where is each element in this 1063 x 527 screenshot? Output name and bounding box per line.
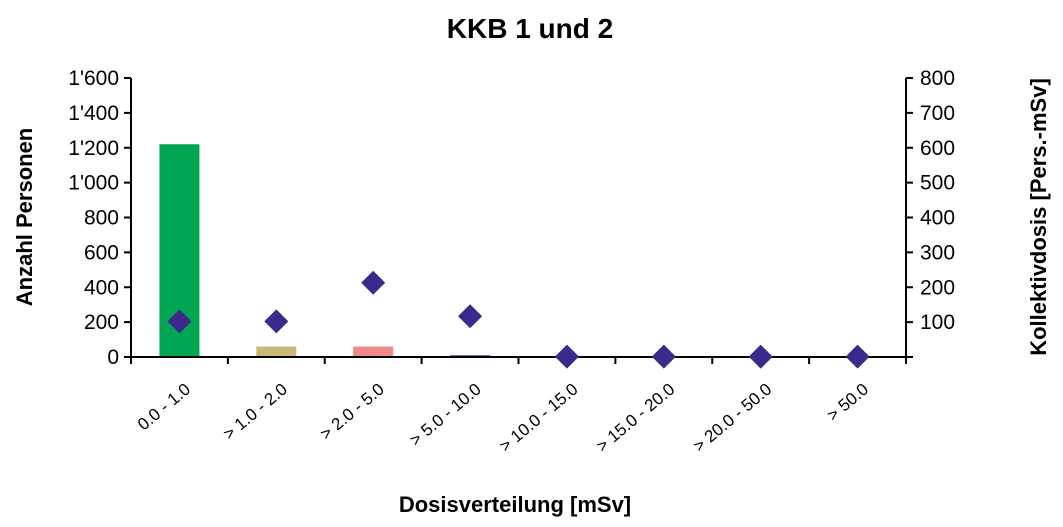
y2-tick-label: 100 — [920, 311, 955, 334]
y2-tick-label: 200 — [920, 276, 955, 299]
y-tick-label: 1'200 — [68, 137, 119, 160]
y-tick-label: 800 — [84, 207, 119, 230]
y-tick-label: 600 — [84, 241, 119, 264]
scatter-point — [748, 344, 773, 369]
x-tick-label: > 15.0 - 20.0 — [593, 380, 679, 456]
y2-tick-label: 600 — [920, 137, 955, 160]
y-axis-title: Anzahl Personen — [12, 128, 37, 306]
scatter-point — [361, 270, 386, 295]
scatter-point — [651, 344, 676, 369]
x-tick-label: > 20.0 - 50.0 — [690, 380, 776, 456]
y2-tick-label: 800 — [920, 67, 955, 90]
x-axis-title: Dosisverteilung [mSv] — [399, 492, 631, 517]
plot-area: 0 200 400 600 800 1'000 1'200 1'400 1'600 100 200 3… — [68, 67, 955, 456]
bar — [256, 346, 297, 357]
x-tick-label: > 1.0 - 2.0 — [220, 380, 291, 444]
scatter-point — [458, 304, 483, 329]
y-tick-label: 1'600 — [68, 67, 119, 90]
y-tick-label: 0 — [107, 346, 119, 369]
x-tick-label: > 10.0 - 15.0 — [496, 380, 582, 456]
scatter-point — [167, 309, 192, 334]
scatter-point — [554, 344, 579, 369]
y-tick-label: 400 — [84, 276, 119, 299]
x-tick-label: > 2.0 - 5.0 — [317, 380, 388, 444]
y-tick-label: 200 — [84, 311, 119, 334]
scatter-point — [264, 309, 289, 334]
y-tick-label: 1'000 — [68, 172, 119, 195]
y2-tick-label: 400 — [920, 207, 955, 230]
y2-tick-label: 300 — [920, 241, 955, 264]
y-tick-label: 1'400 — [68, 102, 119, 125]
x-tick-label: 0.0 - 1.0 — [134, 380, 194, 435]
x-tick-label: > 5.0 - 10.0 — [406, 380, 484, 450]
scatter-point — [845, 344, 870, 369]
y2-axis-title: Kollektivdosis [Pers.-mSv] — [1026, 78, 1051, 356]
chart-title: KKB 1 und 2 — [447, 13, 613, 44]
y2-tick-label: 700 — [920, 102, 955, 125]
x-tick-label: > 50.0 — [823, 380, 872, 425]
y2-tick-label: 500 — [920, 172, 955, 195]
bar — [353, 346, 394, 357]
